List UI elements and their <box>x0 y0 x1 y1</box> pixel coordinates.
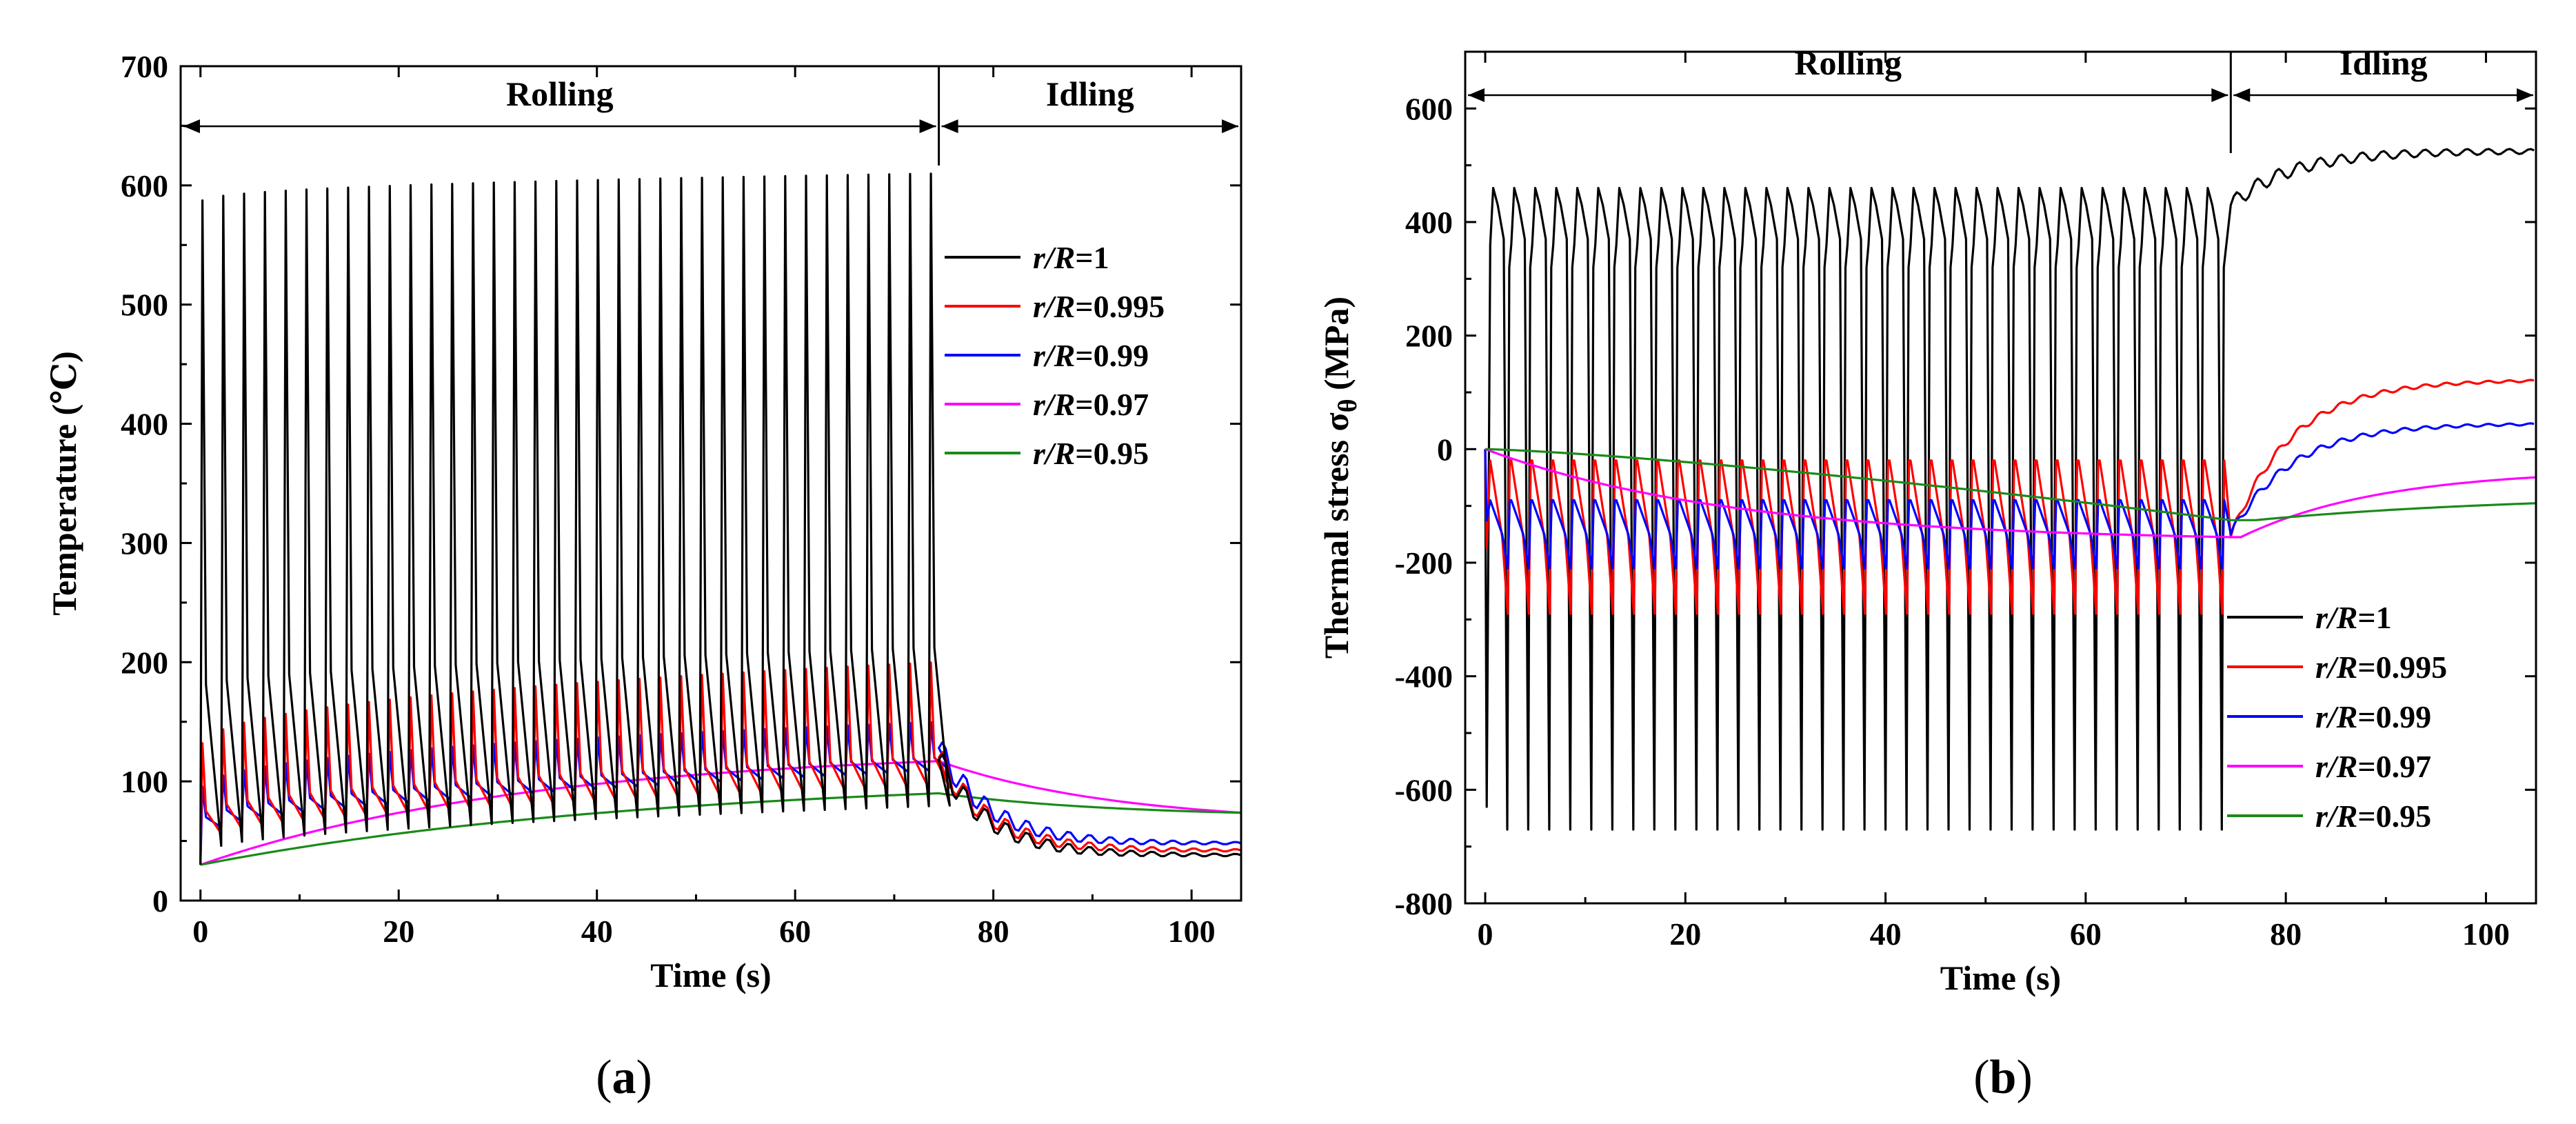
y-tick-label: 500 <box>121 288 168 323</box>
legend-label: r/R=0.95 <box>1033 436 1149 471</box>
x-tick-label: 0 <box>1478 916 1493 952</box>
y-axis-title: Temperature (℃) <box>45 351 83 615</box>
y-tick-label: 700 <box>121 49 168 84</box>
x-tick-label: 0 <box>192 914 208 949</box>
series-lines <box>1484 148 2536 831</box>
y-axis-title-subscript: θ <box>1334 399 1362 412</box>
legend-label-italic: r/R <box>2315 650 2357 685</box>
phase-arrow-head-left <box>2233 88 2251 102</box>
series-line-r-r-0-99 <box>1484 422 2535 570</box>
phase-arrow-head-left <box>183 119 200 134</box>
x-tick-label: 60 <box>779 914 811 949</box>
phase-label-idling: Idling <box>1046 74 1134 113</box>
x-tick-label: 60 <box>2070 916 2102 952</box>
legend-label-value: =0.99 <box>2357 699 2431 734</box>
phase-arrow-head-right <box>2517 88 2533 102</box>
legend-label-italic: r/R <box>2315 699 2357 734</box>
phase-label-idling: Idling <box>2339 43 2428 82</box>
legend-label: r/R=0.97 <box>2315 749 2431 784</box>
x-tick-label: 40 <box>581 914 613 949</box>
y-tick-label: 200 <box>1405 319 1453 354</box>
x-tick-label: 20 <box>1669 916 1701 952</box>
legend-label-value: =1 <box>1075 240 1109 275</box>
legend-label-italic: r/R <box>1033 436 1075 471</box>
y-axis-title-unit: (MPa) <box>1317 297 1356 399</box>
y-tick-label: -600 <box>1395 772 1453 807</box>
x-axis-title: Time (s) <box>1940 959 2061 997</box>
series-line-r-r-0-97 <box>1485 448 2536 539</box>
legend-label-value: =0.97 <box>1075 387 1149 422</box>
y-tick-label: 600 <box>1405 91 1453 126</box>
legend-label-italic: r/R <box>1033 289 1075 324</box>
x-tick-label: 80 <box>2270 916 2302 952</box>
phase-label-rolling: Rolling <box>506 74 614 113</box>
legend-label-value: =0.99 <box>1075 338 1149 373</box>
legend-label-italic: r/R <box>2315 600 2357 635</box>
x-tick-label: 100 <box>1168 914 1216 949</box>
panel-label: (b) <box>1973 1051 2033 1104</box>
legend-label: r/R=0.99 <box>1033 338 1149 373</box>
legend-label-italic: r/R <box>2315 799 2357 834</box>
y-tick-label: 400 <box>121 407 168 442</box>
phase-arrow-head-left <box>941 119 958 134</box>
panel-label-letter: b <box>1990 1051 2017 1104</box>
panel-label: (a) <box>596 1051 652 1104</box>
legend-label-value: =0.995 <box>1075 289 1165 324</box>
series-lines <box>199 172 1241 866</box>
legend-label: r/R=0.95 <box>2315 799 2431 834</box>
plot-frame <box>1464 50 2537 905</box>
y-axis-title: Thermal stress σθ (MPa) <box>1317 297 1362 659</box>
legend-label: r/R=0.995 <box>2315 650 2447 685</box>
legend-label-italic: r/R <box>1033 338 1075 373</box>
legend-label-value: =0.995 <box>2357 650 2447 685</box>
phase-arrow-head-right <box>1222 119 1238 134</box>
series-line-r-r-1 <box>199 172 1241 865</box>
y-tick-label: 600 <box>121 168 168 203</box>
legend-label: r/R=0.97 <box>1033 387 1149 422</box>
y-tick-label: 400 <box>1405 205 1453 240</box>
y-tick-label: 200 <box>121 645 168 680</box>
legend-label-value: =0.95 <box>2357 799 2431 834</box>
x-tick-label: 20 <box>383 914 414 949</box>
phase-label-rolling: Rolling <box>1794 43 1902 82</box>
legend-label: r/R=1 <box>2315 600 2392 635</box>
legend-label-italic: r/R <box>1033 240 1075 275</box>
legend-label-value: =0.95 <box>1075 436 1149 471</box>
series-line-r-r-0-95 <box>1485 448 2536 521</box>
x-axis-title: Time (s) <box>650 956 771 994</box>
phase-arrow-head-right <box>919 119 936 134</box>
y-tick-label: 0 <box>152 883 168 919</box>
y-tick-label: 100 <box>121 764 168 799</box>
y-tick-label: 0 <box>1437 432 1453 467</box>
panel-label-letter: a <box>612 1051 636 1104</box>
x-tick-label: 40 <box>1870 916 1902 952</box>
legend-label-value: =0.97 <box>2357 749 2431 784</box>
phase-arrow-head-right <box>2211 88 2228 102</box>
legend-label: r/R=0.995 <box>1033 289 1165 324</box>
y-tick-label: -400 <box>1395 659 1453 694</box>
y-tick-label: 300 <box>121 525 168 561</box>
legend-label: r/R=1 <box>1033 240 1109 275</box>
panel-a-temperature: 0 20 40 60 80 100 0 100 200 300 400 500 600 700 Rollin… <box>45 49 1242 1104</box>
phase-arrow-head-left <box>1468 88 1485 102</box>
x-tick-label: 80 <box>978 914 1009 949</box>
legend-label: r/R=0.99 <box>2315 699 2431 734</box>
x-tick-label: 100 <box>2462 916 2510 952</box>
panel-b-thermal-stress: 0 20 40 60 80 100 -800 -600 -400 -200 0 200 400 600 Ro… <box>1317 43 2537 1104</box>
legend-label-value: =1 <box>2357 600 2391 635</box>
y-tick-label: -200 <box>1395 545 1453 581</box>
y-tick-label: -800 <box>1395 886 1453 921</box>
series-line-r-r-0-995 <box>199 661 1241 865</box>
legend-label-italic: r/R <box>1033 387 1075 422</box>
legend-label-italic: r/R <box>2315 749 2357 784</box>
